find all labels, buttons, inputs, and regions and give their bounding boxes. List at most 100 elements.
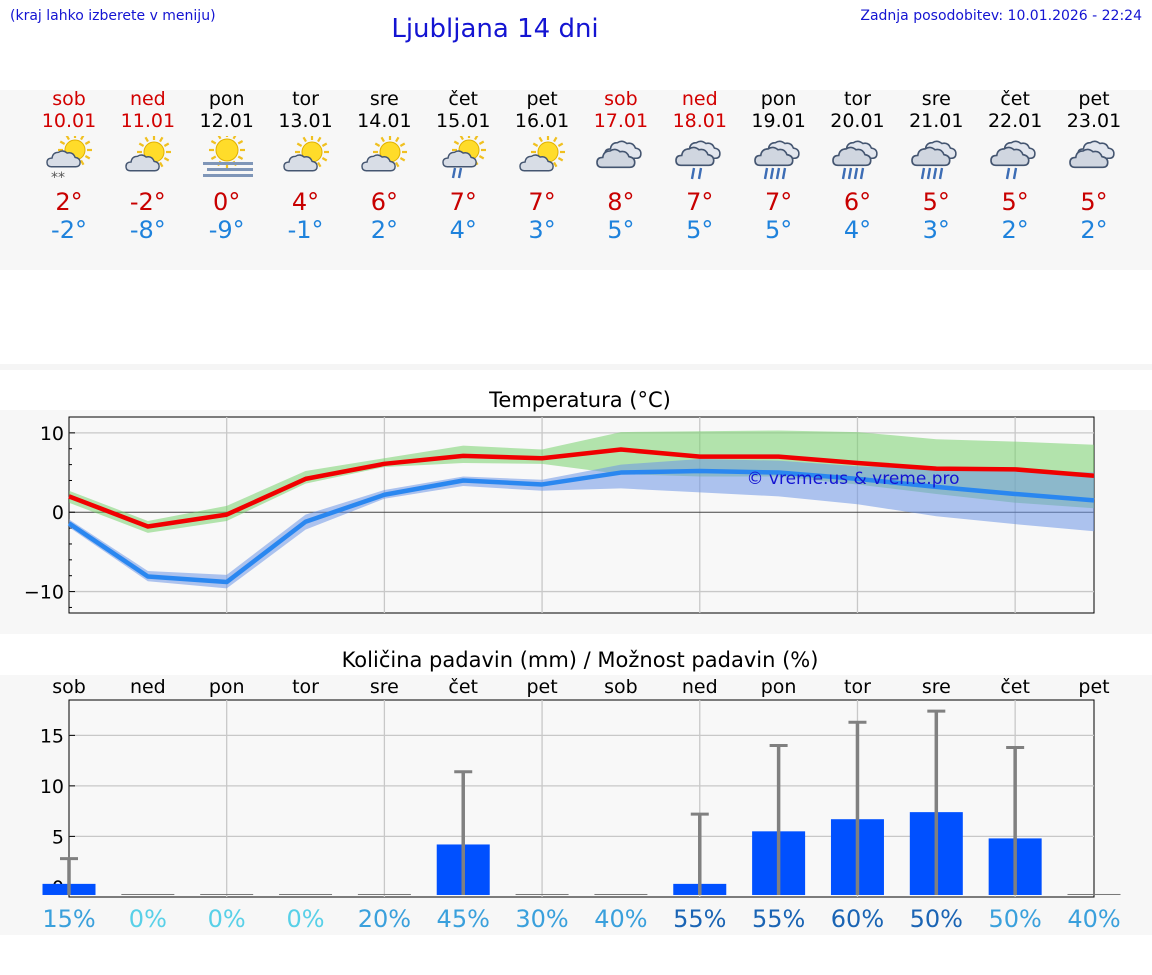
max-temperature: 6° xyxy=(370,188,399,216)
precipitation-chance-label: 30% xyxy=(515,905,568,933)
day-name: tor xyxy=(844,88,871,110)
precipitation-chance-label: 20% xyxy=(358,905,411,933)
min-temperature: -1° xyxy=(287,216,324,244)
precipitation-y-tick-label: 10 xyxy=(40,776,64,798)
precipitation-chance-label: 60% xyxy=(831,905,884,933)
cloudy-rain-icon xyxy=(911,140,957,180)
day-date: 23.01 xyxy=(1066,110,1122,132)
precipitation-bar xyxy=(1067,893,1121,895)
min-temperature: -9° xyxy=(208,216,245,244)
day-column: pon 19.01 7° 5° xyxy=(739,88,819,244)
svg-text:**: ** xyxy=(51,170,65,186)
partly-sunny-snow-icon: ** xyxy=(46,136,92,186)
precipitation-y-tick-label: 5 xyxy=(52,826,64,848)
day-column: pet 16.01 7° 3° xyxy=(502,88,582,244)
day-column: tor 13.01 4° -1° xyxy=(266,88,346,244)
min-temperature: 5° xyxy=(686,216,714,244)
day-date: 18.01 xyxy=(672,110,727,132)
day-name: tor xyxy=(292,88,319,110)
max-temperature: 6° xyxy=(843,188,872,216)
day-date: 15.01 xyxy=(436,110,491,132)
day-column: sre 21.01 5° 3° xyxy=(896,88,976,244)
precipitation-day-label: pon xyxy=(209,676,245,698)
day-name: sob xyxy=(52,88,86,110)
max-temperature: 7° xyxy=(764,188,793,216)
cloudy-light-rain-icon xyxy=(990,140,1036,180)
precipitation-day-label: tor xyxy=(844,676,871,698)
day-date: 20.01 xyxy=(830,110,885,132)
max-temperature: 8° xyxy=(607,188,635,216)
precipitation-day-label: pet xyxy=(526,676,557,698)
precipitation-day-label: pet xyxy=(1078,676,1109,698)
min-temperature: 4° xyxy=(843,216,872,244)
precipitation-chance-label: 55% xyxy=(673,905,726,933)
cloudy-icon xyxy=(596,140,642,169)
precipitation-chance-label: 0% xyxy=(129,905,167,933)
precipitation-day-label: sob xyxy=(52,676,86,698)
min-temperature: 5° xyxy=(607,216,635,244)
precipitation-bar xyxy=(515,893,569,895)
day-date: 22.01 xyxy=(987,110,1043,132)
day-column: čet 22.01 5° 2° xyxy=(975,88,1055,244)
precipitation-chance-label: 40% xyxy=(1067,905,1120,933)
precipitation-bar xyxy=(357,893,411,895)
precipitation-chance-label: 0% xyxy=(286,905,324,933)
partly-sunny-icon xyxy=(519,136,566,172)
precipitation-day-label: pon xyxy=(761,676,797,698)
min-temperature: 5° xyxy=(764,216,793,244)
max-temperature: 5° xyxy=(1001,188,1029,216)
day-column: ned 11.01 -2° -8° xyxy=(108,88,188,244)
precipitation-day-label: sob xyxy=(604,676,638,698)
precipitation-chance-label: 50% xyxy=(910,905,963,933)
temperature-y-tick-label: 0 xyxy=(52,502,64,524)
min-temperature: -8° xyxy=(129,216,166,244)
cloudy-rain-icon xyxy=(832,140,879,180)
max-temperature-range-band xyxy=(69,430,1094,533)
location-menu-hint: (kraj lahko izberete v meniju) xyxy=(10,8,216,24)
min-temperature: 2° xyxy=(1001,216,1029,244)
sun-fog-icon xyxy=(202,136,253,177)
day-column: pet 23.01 5° 2° xyxy=(1054,88,1134,244)
max-temperature: 5° xyxy=(922,188,950,216)
precipitation-day-label: sre xyxy=(922,676,951,698)
divider xyxy=(0,364,1152,370)
min-temperature: -2° xyxy=(51,216,87,244)
cloudy-rain-icon xyxy=(753,140,800,180)
min-temperature: 2° xyxy=(1080,216,1108,244)
day-name: čet xyxy=(1000,88,1030,110)
partly-sunny-icon xyxy=(282,136,329,172)
max-temperature: 7° xyxy=(528,188,556,216)
precipitation-chance-label: 0% xyxy=(208,905,246,933)
day-name: pet xyxy=(526,88,558,110)
min-temperature-range-band xyxy=(69,459,1094,589)
max-temperature: 2° xyxy=(55,188,83,216)
precipitation-chart-title: Količina padavin (mm) / Možnost padavin … xyxy=(341,648,819,672)
temperature-y-tick-label: −10 xyxy=(24,582,64,604)
precipitation-day-label: čet xyxy=(448,676,478,698)
day-column: tor 20.01 6° 4° xyxy=(817,88,897,244)
precipitation-day-label: ned xyxy=(682,676,718,698)
max-temperature: 7° xyxy=(686,188,714,216)
day-column: sre 14.01 6° 2° xyxy=(344,88,424,244)
precipitation-day-label: sre xyxy=(370,676,399,698)
forecast-strip xyxy=(0,90,1152,270)
day-column: sob 10.01 ** 2° -2° xyxy=(29,88,109,244)
day-name: sob xyxy=(604,88,638,110)
day-date: 10.01 xyxy=(41,110,97,132)
cloudy-icon xyxy=(1069,140,1115,169)
partly-sunny-rain-icon xyxy=(442,136,487,179)
precipitation-bar xyxy=(121,893,175,895)
min-temperature: 3° xyxy=(528,216,556,244)
min-temperature: 3° xyxy=(922,216,950,244)
day-name: čet xyxy=(448,88,479,110)
precipitation-day-label: čet xyxy=(1000,676,1030,698)
partly-sunny-icon xyxy=(361,136,408,172)
max-temperature: 7° xyxy=(449,188,477,216)
precipitation-chance-label: 40% xyxy=(594,905,647,933)
page-title: Ljubljana 14 dni xyxy=(391,14,599,44)
max-temperature: 0° xyxy=(213,188,241,216)
min-temperature: 4° xyxy=(449,216,477,244)
day-name: sre xyxy=(369,88,399,110)
day-name: ned xyxy=(681,88,718,110)
